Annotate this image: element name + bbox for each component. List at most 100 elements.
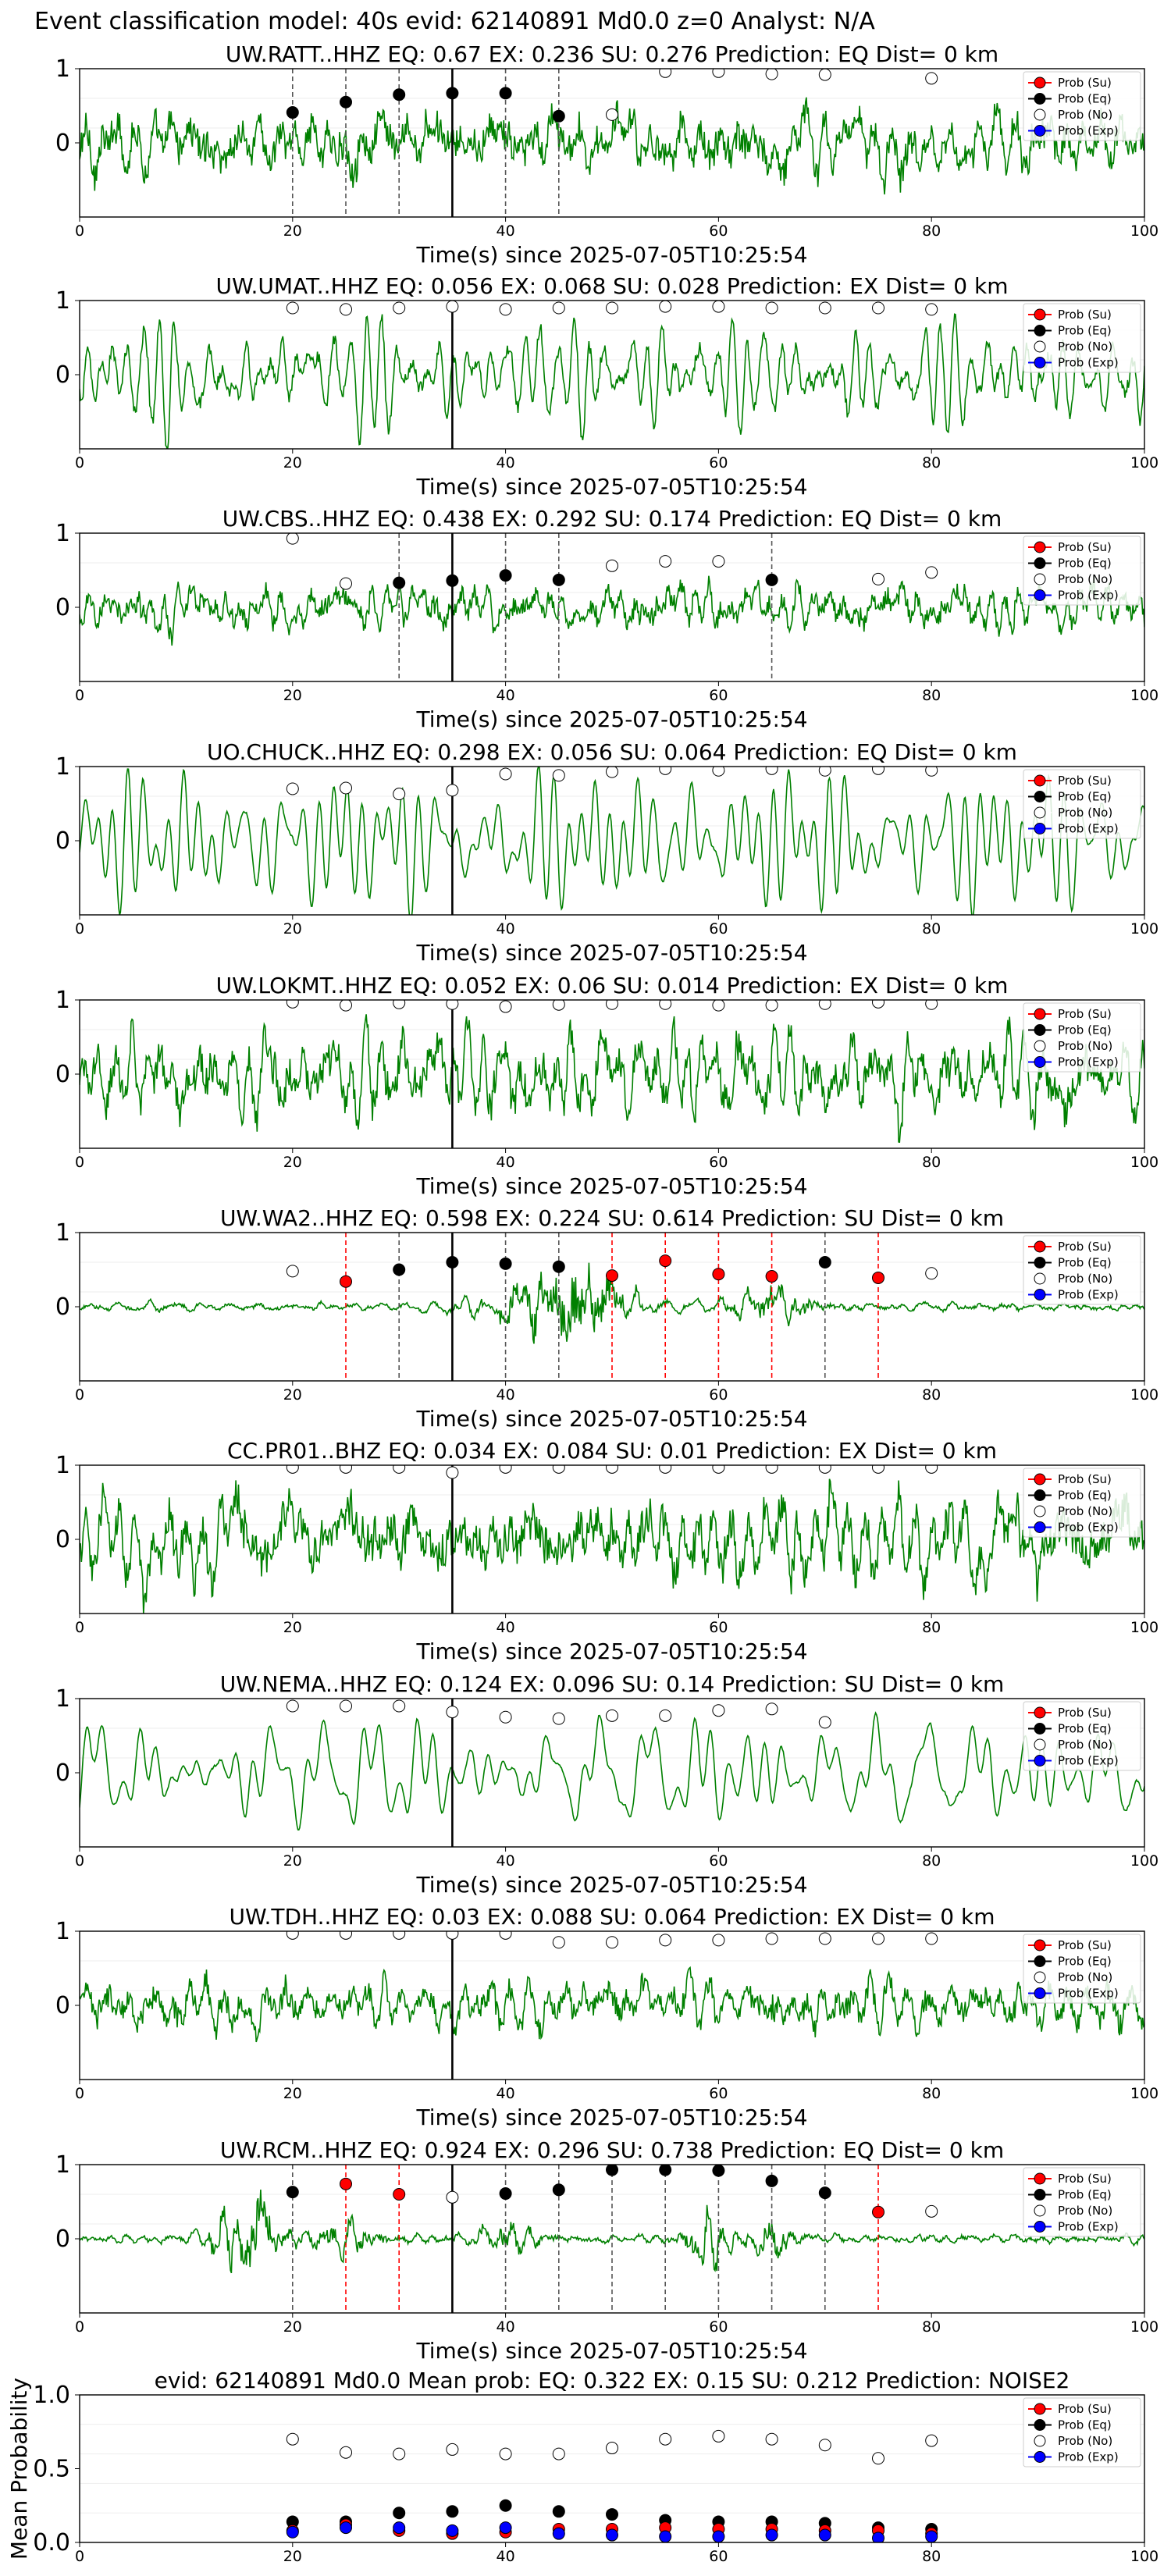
legend-label-ex: Prob (Exp) <box>1058 1754 1119 1768</box>
x-tick-label: 60 <box>709 1154 728 1171</box>
prob-point-no <box>393 301 406 315</box>
legend-label-ex: Prob (Exp) <box>1058 356 1119 370</box>
prob-point-su <box>872 1271 884 1284</box>
prob-point-no <box>499 303 512 316</box>
legend-marker-no <box>1034 109 1046 121</box>
prob-point-eq <box>499 87 512 100</box>
prob-point-no <box>446 2443 459 2456</box>
prob-point-eq <box>286 2186 299 2199</box>
prob-point-no <box>765 1465 778 1474</box>
prob-point-no <box>393 2447 406 2460</box>
prob-point-no <box>765 1000 778 1012</box>
prob-point-no <box>818 1465 831 1474</box>
x-tick-label: 80 <box>922 1154 941 1171</box>
x-tick-label: 0 <box>75 2548 84 2565</box>
legend-label-su: Prob (Su) <box>1058 1938 1112 1952</box>
plot-area <box>286 2429 938 2542</box>
waveform-trace <box>80 313 1144 449</box>
legend-marker-ex <box>1034 1755 1046 1767</box>
legend-marker-no <box>1034 1505 1046 1517</box>
panel-title: UO.CHUCK..HHZ EQ: 0.298 EX: 0.056 SU: 0.… <box>207 739 1017 765</box>
y-tick-label: 0 <box>55 1526 70 1553</box>
prob-point-no <box>872 767 884 775</box>
prob-point-no <box>499 1710 512 1724</box>
prob-point-no <box>818 767 831 777</box>
y-tick-label: 0 <box>55 2226 70 2253</box>
x-tick-label: 60 <box>709 687 728 704</box>
x-tick-label: 80 <box>922 2318 941 2336</box>
legend-label-ex: Prob (Exp) <box>1058 822 1119 836</box>
prob-point-no <box>765 1703 778 1716</box>
legend-label-eq: Prob (Eq) <box>1058 1722 1112 1736</box>
prob-point-no <box>818 1716 831 1729</box>
prob-point-ex <box>393 2521 406 2535</box>
prob-point-no <box>286 1931 299 1940</box>
legend-marker-su <box>1034 1706 1046 1719</box>
prob-point-no <box>659 1934 672 1947</box>
x-tick-label: 40 <box>497 2548 515 2565</box>
legend-marker-su <box>1034 774 1046 787</box>
x-tick-label: 0 <box>75 687 84 704</box>
x-tick-label: 100 <box>1130 222 1159 240</box>
x-tick-label: 40 <box>497 920 515 938</box>
panel-5: UW.LOKMT..HHZ EQ: 0.052 EX: 0.06 SU: 0.0… <box>55 973 1159 1199</box>
prob-point-ex <box>606 2528 618 2542</box>
panel-title: UW.CBS..HHZ EQ: 0.438 EX: 0.292 SU: 0.17… <box>222 506 1002 532</box>
prob-point-ex <box>499 2521 512 2535</box>
legend-label-ex: Prob (Exp) <box>1058 1521 1119 1535</box>
y-tick-label: 1 <box>55 55 70 83</box>
prob-point-no <box>712 1465 725 1474</box>
panel-11: evid: 62140891 Md0.0 Mean prob: EQ: 0.32… <box>6 2368 1159 2565</box>
legend-box <box>1023 535 1141 606</box>
legend-label-su: Prob (Su) <box>1058 540 1112 554</box>
x-tick-label: 40 <box>497 1619 515 1636</box>
legend-marker-su <box>1034 2172 1046 2185</box>
axes-frame <box>79 1464 1145 1614</box>
legend-label-eq: Prob (Eq) <box>1058 557 1112 571</box>
legend-label-no: Prob (No) <box>1058 806 1112 820</box>
prob-point-ex <box>286 2525 299 2539</box>
legend-marker-eq <box>1034 2419 1046 2431</box>
prob-point-no <box>712 1934 725 1947</box>
legend-marker-no <box>1034 806 1046 819</box>
prob-point-no <box>872 572 884 585</box>
legend-marker-su <box>1034 76 1046 89</box>
legend-marker-eq <box>1034 93 1046 105</box>
prob-point-ex <box>872 2532 884 2542</box>
legend-marker-ex <box>1034 589 1046 601</box>
legend-label-no: Prob (No) <box>1058 2434 1112 2448</box>
prob-point-no <box>818 301 831 315</box>
legend-marker-eq <box>1034 325 1046 336</box>
prob-point-ex <box>765 2528 778 2542</box>
x-axis-label: Time(s) since 2025-07-05T10:25:54 <box>415 1173 807 1199</box>
legend: Prob (Su)Prob (Eq)Prob (No)Prob (Exp) <box>1028 2172 1119 2234</box>
x-tick-label: 20 <box>283 1619 302 1636</box>
prob-point-no <box>712 555 725 568</box>
prob-point-eq <box>552 1260 565 1273</box>
y-tick-label: 1 <box>55 287 70 315</box>
x-tick-label: 0 <box>75 2318 84 2336</box>
x-tick-label: 40 <box>497 1154 515 1171</box>
legend-marker-ex <box>1034 1056 1046 1068</box>
x-tick-label: 100 <box>1130 687 1159 704</box>
legend: Prob (Su)Prob (Eq)Prob (No)Prob (Exp) <box>1028 540 1119 603</box>
prob-point-eq <box>393 88 406 101</box>
prob-point-su <box>340 2177 352 2190</box>
prob-point-no <box>286 533 299 545</box>
legend-label-eq: Prob (Eq) <box>1058 92 1112 106</box>
prob-point-no <box>818 1000 831 1010</box>
x-tick-label: 0 <box>75 920 84 938</box>
legend-marker-su <box>1034 2403 1046 2415</box>
x-tick-label: 40 <box>497 687 515 704</box>
prob-point-eq <box>712 2165 725 2177</box>
x-tick-label: 60 <box>709 2085 728 2102</box>
legend-label-ex: Prob (Exp) <box>1058 2450 1119 2464</box>
prob-point-no <box>872 1465 884 1474</box>
prob-point-no <box>925 72 938 85</box>
legend-marker-no <box>1034 1040 1046 1052</box>
prob-point-no <box>393 1931 406 1940</box>
legend-label-eq: Prob (Eq) <box>1058 2418 1112 2432</box>
panel-1: UW.RATT..HHZ EQ: 0.67 EX: 0.236 SU: 0.27… <box>55 41 1159 268</box>
prob-point-no <box>712 1000 725 1012</box>
plot-area <box>80 301 1144 449</box>
